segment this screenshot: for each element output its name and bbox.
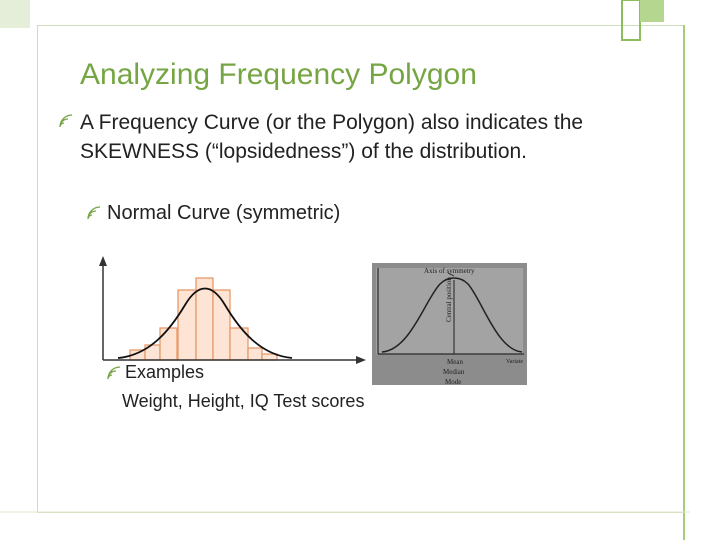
corner-decoration (621, 0, 641, 41)
normal-curve-figure: Axis of symmetry Central position Mean M… (372, 263, 527, 386)
figure-label: Mean (447, 358, 463, 366)
histogram-figure (99, 256, 366, 364)
frame (37, 25, 685, 513)
sub-bullet-text: Normal Curve (symmetric) (107, 202, 341, 224)
figure-label: Central position (445, 277, 453, 322)
figure-label: Axis of symmetry (424, 267, 475, 275)
examples-text: Weight, Height, IQ Test scores (122, 391, 365, 411)
examples-heading: Examples (125, 362, 205, 382)
corner-decoration (640, 0, 664, 22)
figure-label: Mode (445, 378, 461, 386)
bullet-icon (87, 206, 101, 220)
bullet-icon (59, 114, 73, 128)
slide-title: Analyzing Frequency Polygon (80, 58, 477, 91)
figure-label: Variate (506, 359, 523, 365)
corner-decoration (0, 0, 30, 28)
bullet-icon (107, 366, 121, 380)
bullet-text: A Frequency Curve (or the Polygon) also … (80, 111, 584, 163)
figure-label: Median (443, 368, 465, 376)
